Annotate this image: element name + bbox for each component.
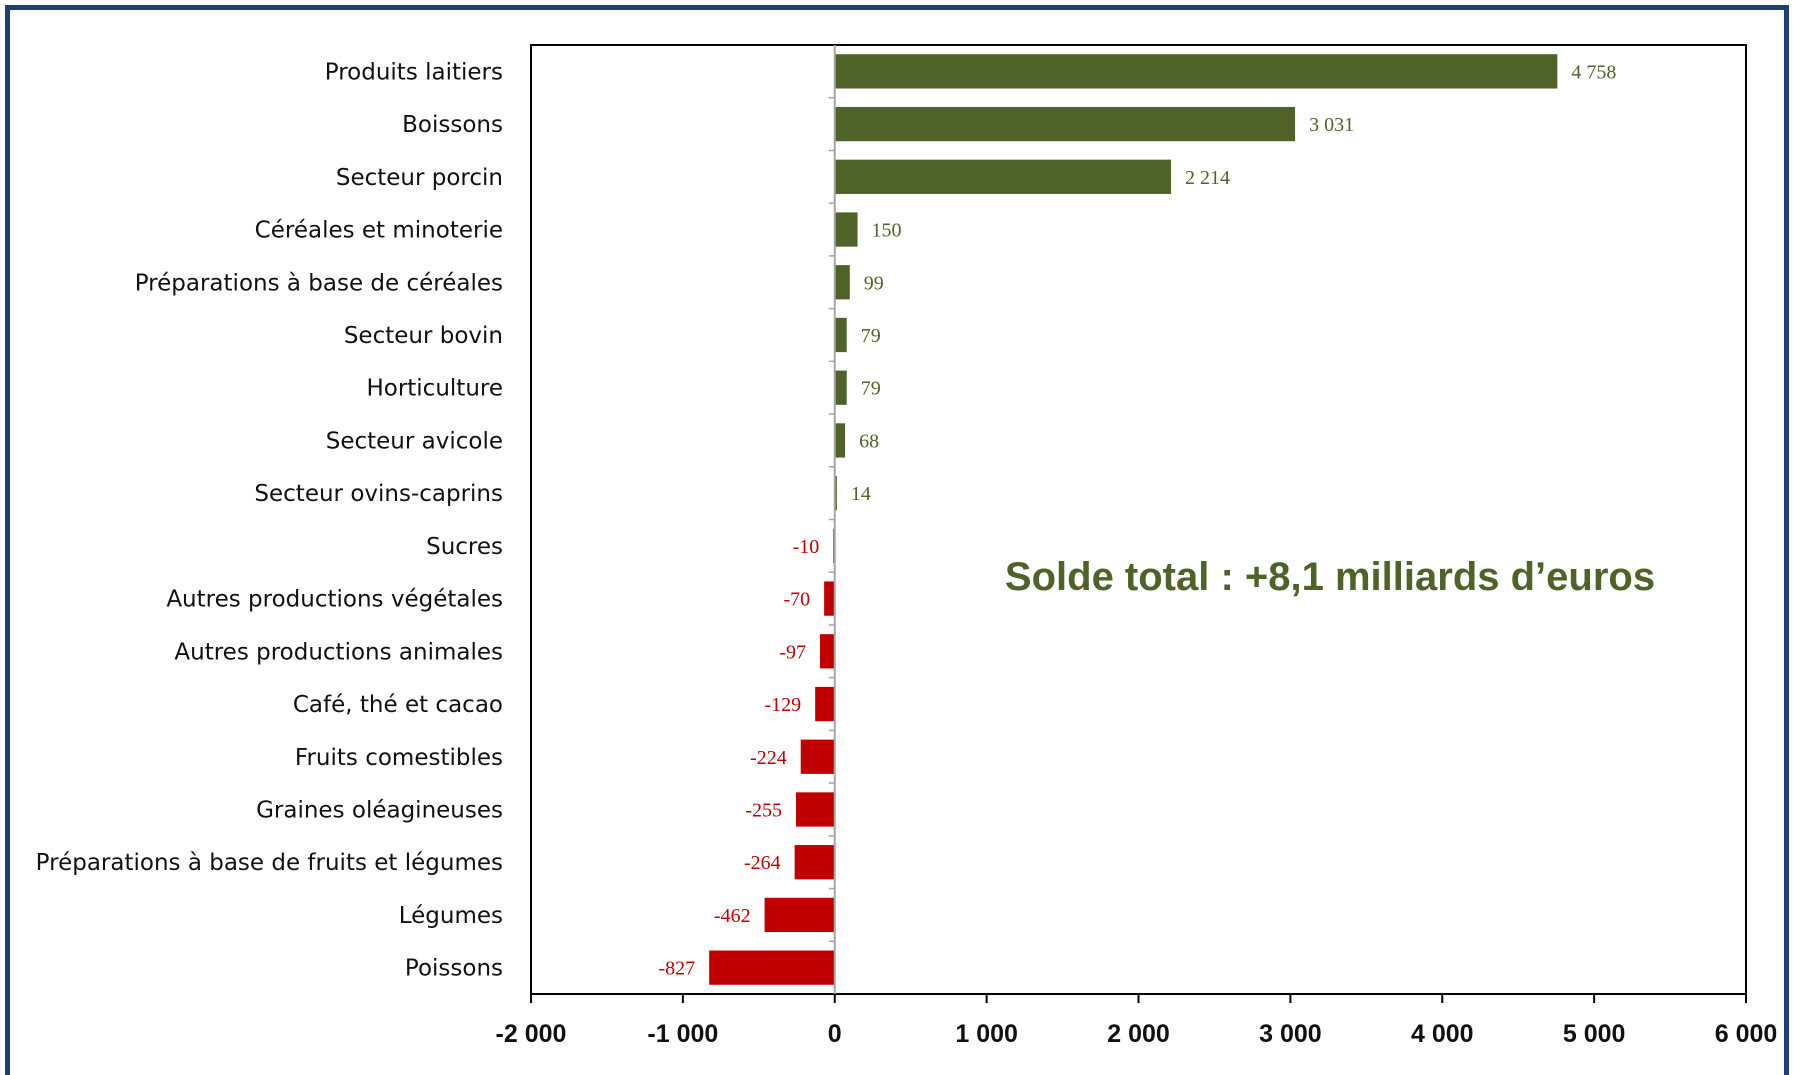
bar-8 [834,476,837,511]
ticks-layer [530,96,1747,1003]
value-label: -129 [764,694,801,716]
category-label: Café, thé et cacao [293,692,503,718]
bar-3 [834,212,858,247]
bar-0 [834,54,1558,89]
x-tick-label: -2 000 [496,1020,567,1048]
value-label: -97 [779,641,806,663]
category-label: Autres productions animales [174,639,503,665]
value-label: 99 [864,272,884,294]
bar-17 [709,950,835,985]
value-label: -70 [783,589,810,611]
bar-14 [796,792,835,827]
category-label: Fruits comestibles [295,745,503,771]
bar-1 [834,106,1296,142]
category-label: Céréales et minoterie [255,218,503,244]
bar-7 [834,423,846,458]
value-label: 68 [859,430,879,452]
bar-15 [794,845,835,880]
x-tick-label: 3 000 [1259,1020,1322,1048]
value-label: 14 [851,483,871,505]
bar-13 [800,739,835,774]
category-label: Secteur porcin [336,165,503,191]
category-label: Préparations à base de céréales [135,270,503,296]
total-balance-annotation: Solde total : +8,1 milliards d’euros [1005,555,1655,599]
category-label: Autres productions végétales [166,587,503,613]
category-label: Préparations à base de fruits et légumes [36,850,503,876]
value-label: 2 214 [1185,167,1230,189]
bar-5 [834,317,847,353]
x-tick-label: 1 000 [955,1020,1018,1048]
labels-layer: Produits laitiers 4 758 Boissons 3 031 Secte… [36,59,1778,1048]
category-label: Secteur ovins-caprins [254,481,503,507]
x-tick-label: -1 000 [647,1020,718,1048]
bar-2 [834,159,1172,194]
value-label: 3 031 [1309,114,1354,136]
category-label: Secteur avicole [326,428,503,454]
bar-4 [834,265,850,300]
category-label: Poissons [405,956,503,982]
value-label: 79 [861,378,881,400]
value-label: -224 [750,747,787,769]
value-label: 79 [861,325,881,347]
value-label: -462 [714,905,751,927]
x-tick-label: 6 000 [1715,1020,1778,1048]
bar-11 [820,634,835,669]
category-label: Légumes [399,903,503,929]
x-tick-label: 0 [828,1020,842,1048]
value-label: 4 758 [1571,61,1616,83]
x-tick-label: 2 000 [1107,1020,1170,1048]
bar-10 [824,581,835,616]
value-label: -10 [793,536,820,558]
value-label: -827 [658,958,695,980]
category-label: Secteur bovin [344,323,503,349]
x-tick-label: 4 000 [1411,1020,1474,1048]
bars-layer [709,54,1558,985]
category-label: Sucres [426,534,503,560]
category-label: Graines oléagineuses [256,797,503,823]
bar-16 [764,897,835,933]
bar-6 [834,370,847,405]
category-label: Horticulture [366,376,503,402]
category-label: Boissons [402,112,503,138]
value-label: 150 [872,220,902,242]
value-label: -255 [745,799,782,821]
x-tick-label: 5 000 [1563,1020,1626,1048]
value-label: -264 [744,852,781,874]
category-label: Produits laitiers [325,59,503,85]
bar-12 [815,686,835,722]
